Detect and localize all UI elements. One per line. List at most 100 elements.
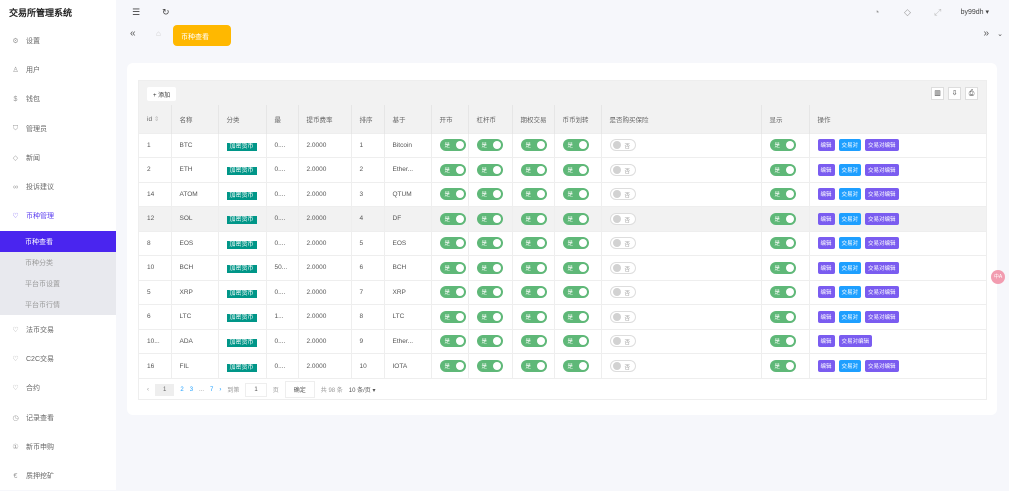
tag-icon[interactable]: ◇ xyxy=(904,7,911,17)
pair-button[interactable]: 交易对 xyxy=(838,286,862,299)
scroll-right-icon[interactable]: » xyxy=(983,28,989,39)
pair-edit-button[interactable]: 交易对编辑 xyxy=(865,286,899,299)
pair-button[interactable]: 交易对 xyxy=(838,139,862,152)
toggle-switch[interactable]: 是 xyxy=(562,286,589,299)
toggle-switch[interactable]: 是 xyxy=(769,335,796,348)
pair-button[interactable]: 交易对 xyxy=(838,360,862,372)
toggle-switch[interactable]: 是 xyxy=(769,188,796,201)
toggle-switch[interactable]: 否 xyxy=(609,335,636,348)
edit-button[interactable]: 编辑 xyxy=(817,360,835,372)
edit-button[interactable]: 编辑 xyxy=(817,310,835,323)
pair-edit-button[interactable]: 交易对编辑 xyxy=(865,188,899,201)
chevron-down-icon[interactable]: ⌄ xyxy=(997,31,1003,38)
toggle-switch[interactable]: 是 xyxy=(520,335,547,348)
toggle-switch[interactable]: 是 xyxy=(439,360,466,372)
toggle-switch[interactable]: 是 xyxy=(520,188,547,201)
toggle-switch[interactable]: 否 xyxy=(609,310,636,323)
toggle-switch[interactable]: 是 xyxy=(562,237,589,250)
toggle-switch[interactable]: 是 xyxy=(476,261,503,274)
sidebar-item[interactable]: ◷ 记录查看 xyxy=(0,403,116,432)
toggle-switch[interactable]: 是 xyxy=(562,360,589,372)
toggle-switch[interactable]: 否 xyxy=(609,212,636,225)
toggle-switch[interactable]: 否 xyxy=(609,261,636,274)
toggle-switch[interactable]: 是 xyxy=(439,286,466,299)
sidebar-item[interactable]: ♡ 币种管理 xyxy=(0,202,116,231)
edit-button[interactable]: 编辑 xyxy=(817,188,835,201)
refresh-icon[interactable]: ↻ xyxy=(162,7,170,17)
sort-icon[interactable]: ⇕ xyxy=(153,115,160,123)
toggle-switch[interactable]: 是 xyxy=(520,310,547,323)
sidebar-item[interactable]: ♡ 合约 xyxy=(0,374,116,403)
toggle-switch[interactable]: 是 xyxy=(769,261,796,274)
pair-button[interactable]: 交易对 xyxy=(838,237,862,250)
edit-button[interactable]: 编辑 xyxy=(817,212,835,225)
submenu-item[interactable]: 币种查看 xyxy=(0,231,116,253)
toggle-switch[interactable]: 否 xyxy=(609,163,636,176)
toggle-switch[interactable]: 是 xyxy=(439,188,466,201)
toggle-switch[interactable]: 是 xyxy=(562,139,589,152)
toggle-switch[interactable]: 是 xyxy=(476,188,503,201)
toggle-switch[interactable]: 是 xyxy=(562,310,589,323)
toggle-switch[interactable]: 否 xyxy=(609,139,636,152)
toggle-switch[interactable]: 是 xyxy=(439,139,466,152)
pair-edit-button[interactable]: 交易对编辑 xyxy=(838,335,873,348)
confirm-button[interactable]: 确定 xyxy=(284,381,315,398)
toggle-switch[interactable]: 是 xyxy=(476,286,503,299)
edit-button[interactable]: 编辑 xyxy=(817,335,835,348)
toggle-switch[interactable]: 是 xyxy=(476,139,503,152)
sidebar-item[interactable]: € 质押挖矿 xyxy=(0,462,116,491)
toggle-switch[interactable]: 是 xyxy=(439,310,466,323)
columns-icon[interactable]: ▥ xyxy=(931,87,944,100)
toggle-switch[interactable]: 是 xyxy=(520,237,547,250)
pair-edit-button[interactable]: 交易对编辑 xyxy=(865,237,899,250)
user-menu[interactable]: by99dh ▾ xyxy=(960,9,989,16)
toggle-switch[interactable]: 否 xyxy=(609,286,636,299)
toggle-switch[interactable]: 是 xyxy=(476,237,503,250)
submenu-item[interactable]: 平台币行情 xyxy=(25,301,60,309)
toggle-switch[interactable]: 是 xyxy=(476,360,503,372)
edit-button[interactable]: 编辑 xyxy=(817,237,835,250)
toggle-switch[interactable]: 是 xyxy=(769,360,796,372)
toggle-switch[interactable]: 是 xyxy=(562,188,589,201)
toggle-switch[interactable]: 是 xyxy=(439,212,466,225)
toggle-switch[interactable]: 是 xyxy=(439,163,466,176)
scroll-left-icon[interactable]: « xyxy=(130,28,136,39)
toggle-switch[interactable]: 是 xyxy=(476,310,503,323)
home-icon[interactable]: ⌂ xyxy=(156,29,161,38)
toggle-switch[interactable]: 是 xyxy=(520,286,547,299)
edit-button[interactable]: 编辑 xyxy=(817,286,835,299)
toggle-switch[interactable]: 是 xyxy=(520,139,547,152)
toggle-switch[interactable]: 是 xyxy=(520,212,547,225)
toggle-switch[interactable]: 是 xyxy=(476,212,503,225)
toggle-switch[interactable]: 是 xyxy=(520,261,547,274)
toggle-switch[interactable]: 否 xyxy=(609,237,636,250)
toggle-switch[interactable]: 是 xyxy=(769,310,796,323)
toggle-switch[interactable]: 是 xyxy=(520,360,547,372)
toggle-switch[interactable]: 是 xyxy=(769,163,796,176)
next-page-icon[interactable]: › xyxy=(219,386,222,393)
toggle-switch[interactable]: 是 xyxy=(562,163,589,176)
toggle-switch[interactable]: 是 xyxy=(439,237,466,250)
page-7[interactable]: 7 xyxy=(210,386,214,393)
toggle-switch[interactable]: 是 xyxy=(562,261,589,274)
toggle-switch[interactable]: 是 xyxy=(562,212,589,225)
submenu-item[interactable]: 币种分类 xyxy=(25,259,53,267)
column-header[interactable]: id ⇕ xyxy=(139,105,172,133)
toggle-switch[interactable]: 是 xyxy=(476,163,503,176)
toggle-switch[interactable]: 是 xyxy=(520,163,547,176)
pair-edit-button[interactable]: 交易对编辑 xyxy=(865,310,899,323)
toggle-switch[interactable]: 是 xyxy=(769,237,796,250)
page-1[interactable]: 1 xyxy=(155,383,175,396)
edit-button[interactable]: 编辑 xyxy=(817,163,835,176)
edit-button[interactable]: 编辑 xyxy=(817,139,835,152)
pair-button[interactable]: 交易对 xyxy=(838,310,862,323)
tab-coin-view[interactable]: 币种查看 xyxy=(173,25,231,46)
sidebar-item[interactable]: ⛉ 管理员 xyxy=(0,114,116,143)
fullscreen-icon[interactable]: ⤢ xyxy=(934,7,942,17)
toggle-switch[interactable]: 是 xyxy=(439,261,466,274)
toggle-switch[interactable]: 否 xyxy=(609,188,636,201)
page-3[interactable]: 3 xyxy=(189,386,194,393)
prev-page-icon[interactable]: ‹ xyxy=(147,386,149,393)
pair-button[interactable]: 交易对 xyxy=(838,188,862,201)
toggle-switch[interactable]: 是 xyxy=(562,335,589,348)
